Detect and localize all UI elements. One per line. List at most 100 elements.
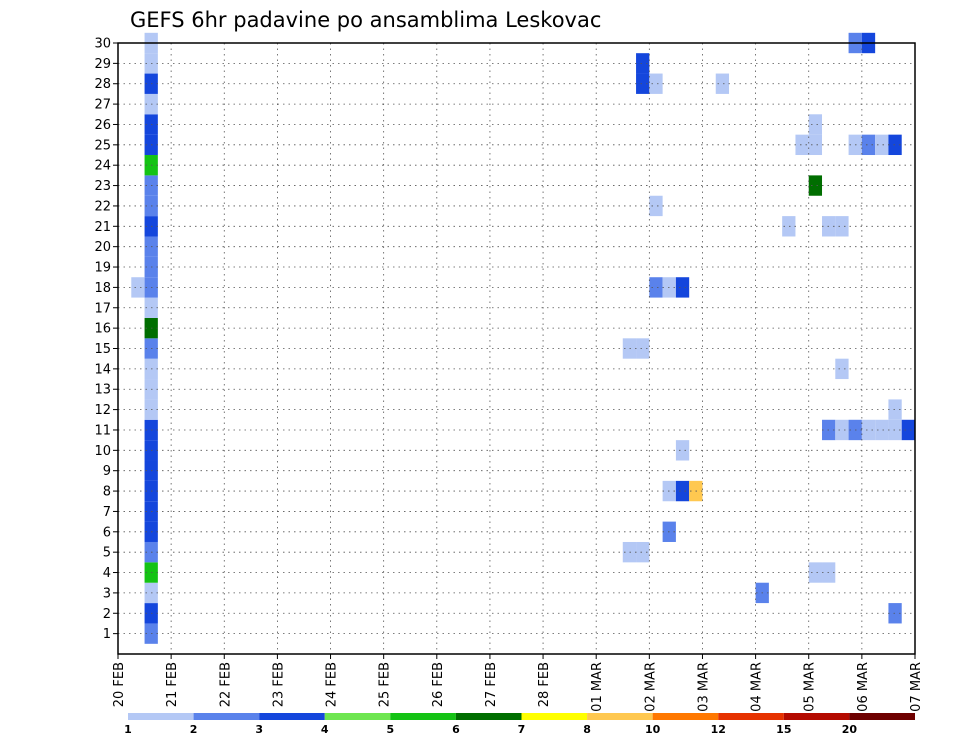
colorbar-swatch bbox=[783, 713, 850, 720]
x-tick-label: 03 MAR bbox=[696, 662, 711, 712]
y-tick-label: 17 bbox=[94, 301, 111, 316]
precip-cell bbox=[795, 134, 809, 156]
precip-cell bbox=[875, 134, 889, 156]
colorbar-label: 12 bbox=[711, 723, 726, 736]
precip-cell bbox=[622, 541, 637, 563]
chart-title: GEFS 6hr padavine po ansamblima Leskovac bbox=[130, 8, 601, 32]
precip-cell bbox=[861, 134, 876, 156]
precip-cell bbox=[636, 53, 650, 74]
colorbar-label: 2 bbox=[190, 723, 198, 736]
colorbar-swatch bbox=[849, 713, 915, 720]
y-tick-label: 16 bbox=[94, 322, 111, 337]
precip-cell bbox=[649, 195, 663, 217]
y-tick-label: 29 bbox=[94, 57, 111, 72]
y-tick-label: 25 bbox=[94, 138, 111, 153]
colorbar-swatch bbox=[259, 713, 325, 720]
colorbar-label: 4 bbox=[321, 723, 329, 736]
x-tick-label: 27 FEB bbox=[484, 662, 499, 707]
precip-cell bbox=[675, 277, 690, 298]
precip-cell bbox=[901, 419, 915, 441]
y-tick-label: 30 bbox=[94, 37, 111, 52]
cells-layer bbox=[131, 32, 915, 644]
colorbar-swatch bbox=[718, 713, 784, 720]
colorbar-swatch bbox=[128, 713, 194, 720]
x-tick-label: 01 MAR bbox=[590, 662, 605, 712]
y-tick-label: 5 bbox=[103, 546, 111, 561]
y-tick-label: 9 bbox=[103, 464, 111, 479]
y-axis: 1234567891011121314151617181920212223242… bbox=[94, 37, 118, 642]
precip-cell bbox=[808, 175, 823, 196]
x-tick-label: 23 FEB bbox=[271, 662, 286, 707]
x-axis: 20 FEB 21 FEB 22 FEB 23 FEB 24 FEB 25 FEB 26 F… bbox=[112, 654, 924, 712]
colorbar-label: 6 bbox=[452, 723, 460, 736]
y-tick-label: 10 bbox=[94, 444, 111, 459]
precip-cell bbox=[835, 358, 849, 380]
precip-cell bbox=[649, 73, 663, 94]
precip-cell bbox=[622, 338, 637, 359]
colorbar-swatch bbox=[455, 713, 522, 720]
y-tick-label: 27 bbox=[94, 98, 111, 113]
colorbar-label: 3 bbox=[255, 723, 263, 736]
colorbar-label: 10 bbox=[645, 723, 661, 736]
x-tick-label: 07 MAR bbox=[909, 662, 924, 712]
colorbar-swatch bbox=[324, 713, 391, 720]
precip-cell bbox=[888, 134, 902, 156]
precip-cell bbox=[808, 134, 823, 156]
x-tick-label: 28 FEB bbox=[537, 662, 552, 707]
colorbar-swatch bbox=[521, 713, 588, 720]
colorbar-label: 1 bbox=[124, 723, 132, 736]
precip-cell bbox=[888, 603, 902, 624]
precip-cell bbox=[675, 480, 690, 502]
y-tick-label: 4 bbox=[103, 566, 111, 581]
x-tick-label: 20 FEB bbox=[112, 662, 127, 707]
colorbar-swatch bbox=[193, 713, 260, 720]
y-tick-label: 24 bbox=[94, 159, 111, 174]
y-tick-label: 7 bbox=[103, 505, 111, 520]
y-tick-label: 12 bbox=[94, 403, 111, 418]
y-tick-label: 28 bbox=[94, 77, 111, 92]
x-tick-label: 24 FEB bbox=[325, 662, 340, 707]
precip-cell bbox=[675, 440, 690, 461]
y-tick-label: 22 bbox=[94, 199, 111, 214]
colorbar-swatch bbox=[390, 713, 456, 720]
colorbar-label: 5 bbox=[387, 723, 395, 736]
y-tick-label: 13 bbox=[94, 383, 111, 398]
x-tick-label: 22 FEB bbox=[218, 662, 233, 707]
precip-cell bbox=[715, 73, 730, 94]
colorbar-label: 15 bbox=[776, 723, 791, 736]
precip-cell bbox=[808, 562, 823, 583]
y-tick-label: 20 bbox=[94, 240, 111, 255]
y-tick-label: 2 bbox=[103, 607, 111, 622]
y-tick-label: 1 bbox=[103, 627, 111, 642]
precip-cell bbox=[649, 277, 663, 298]
x-tick-label: 06 MAR bbox=[856, 662, 871, 712]
colorbar-label: 8 bbox=[583, 723, 591, 736]
colorbar-label: 20 bbox=[842, 723, 858, 736]
precip-cell bbox=[861, 419, 876, 441]
y-tick-label: 26 bbox=[94, 118, 111, 133]
colorbar: 1 2 3 4 5 6 7 8 10 12 15 20 bbox=[124, 713, 915, 736]
colorbar-swatch bbox=[587, 713, 653, 720]
y-tick-label: 18 bbox=[94, 281, 111, 296]
y-tick-label: 6 bbox=[103, 525, 111, 540]
y-tick-label: 15 bbox=[94, 342, 111, 357]
x-tick-label: 04 MAR bbox=[750, 662, 765, 712]
y-tick-label: 3 bbox=[103, 586, 111, 601]
y-tick-label: 23 bbox=[94, 179, 111, 194]
precip-cell bbox=[875, 419, 889, 441]
precip-cell bbox=[782, 216, 796, 237]
precip-cell bbox=[835, 216, 849, 237]
precip-cell bbox=[636, 541, 650, 563]
x-tick-label: 05 MAR bbox=[803, 662, 818, 712]
y-tick-label: 14 bbox=[94, 362, 111, 377]
precip-cell bbox=[636, 338, 650, 359]
precip-cell bbox=[888, 399, 902, 420]
precip-cell bbox=[636, 73, 650, 94]
precip-cell bbox=[888, 419, 902, 441]
colorbar-swatch bbox=[652, 713, 719, 720]
x-tick-label: 25 FEB bbox=[378, 662, 393, 707]
precip-cell bbox=[835, 419, 849, 441]
y-tick-label: 11 bbox=[94, 423, 111, 438]
x-tick-label: 26 FEB bbox=[431, 662, 446, 707]
